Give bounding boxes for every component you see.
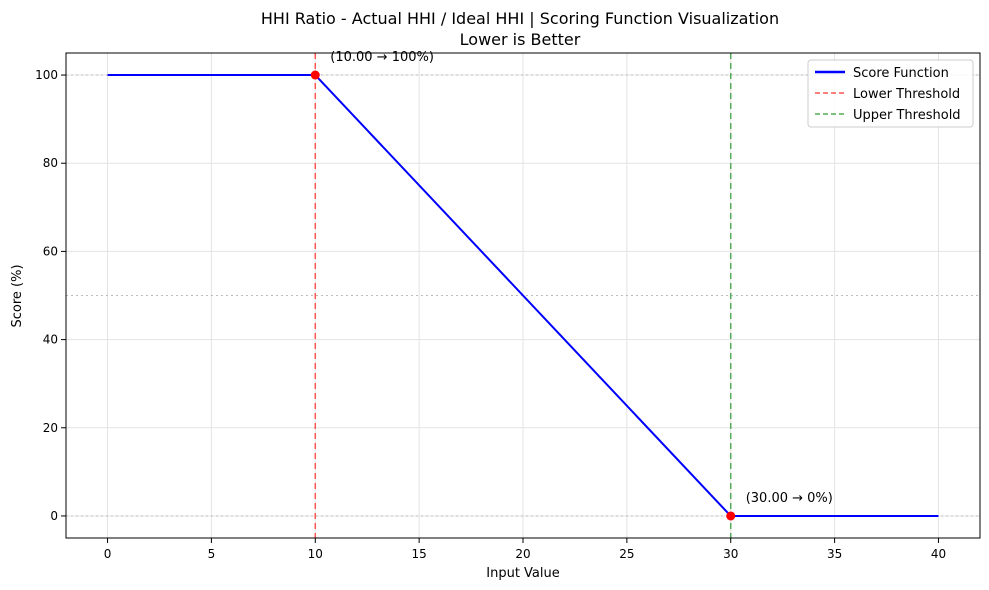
legend-item-score-function: Score Function bbox=[815, 66, 949, 81]
x-axis-ticks: 0 5 10 15 20 25 30 35 40 bbox=[104, 538, 946, 561]
x-tick-label: 40 bbox=[931, 547, 946, 561]
y-tick-label: 100 bbox=[35, 68, 58, 82]
x-tick-label: 25 bbox=[619, 547, 634, 561]
y-tick-label: 60 bbox=[43, 244, 58, 258]
legend: Score Function Lower Threshold Upper Thres… bbox=[807, 59, 974, 128]
highlight-points bbox=[310, 70, 736, 521]
x-tick-label: 35 bbox=[827, 547, 842, 561]
y-tick-label: 20 bbox=[43, 421, 58, 435]
x-tick-label: 10 bbox=[308, 547, 323, 561]
legend-label: Upper Threshold bbox=[853, 108, 961, 123]
series-lines bbox=[107, 74, 939, 517]
x-axis-label: Input Value bbox=[486, 566, 560, 581]
legend-box bbox=[807, 59, 974, 128]
legend-item-lower-threshold: Lower Threshold bbox=[815, 87, 960, 102]
y-axis-label: Score (%) bbox=[10, 264, 25, 327]
y-axis-ticks: 0 20 40 60 80 100 bbox=[35, 68, 66, 523]
x-tick-label: 30 bbox=[723, 547, 738, 561]
chart-title: HHI Ratio - Actual HHI / Ideal HHI | Sco… bbox=[261, 9, 779, 28]
y-tick-label: 40 bbox=[43, 333, 58, 347]
point-annotation: (10.00 → 100%) bbox=[330, 50, 434, 65]
threshold-point bbox=[726, 511, 736, 521]
x-tick-label: 15 bbox=[411, 547, 426, 561]
x-tick-label: 20 bbox=[515, 547, 530, 561]
point-annotation: (30.00 → 0%) bbox=[746, 491, 833, 506]
threshold-point bbox=[310, 70, 320, 80]
y-tick-label: 0 bbox=[50, 509, 58, 523]
x-tick-label: 5 bbox=[208, 547, 216, 561]
score-function-line bbox=[107, 74, 939, 517]
y-tick-label: 80 bbox=[43, 156, 58, 170]
annotations: (10.00 → 100%) (30.00 → 0%) bbox=[330, 50, 833, 506]
legend-label: Lower Threshold bbox=[853, 87, 960, 102]
legend-item-upper-threshold: Upper Threshold bbox=[815, 108, 961, 123]
chart-subtitle: Lower is Better bbox=[460, 30, 581, 49]
legend-label: Score Function bbox=[853, 66, 949, 81]
x-tick-label: 0 bbox=[104, 547, 112, 561]
